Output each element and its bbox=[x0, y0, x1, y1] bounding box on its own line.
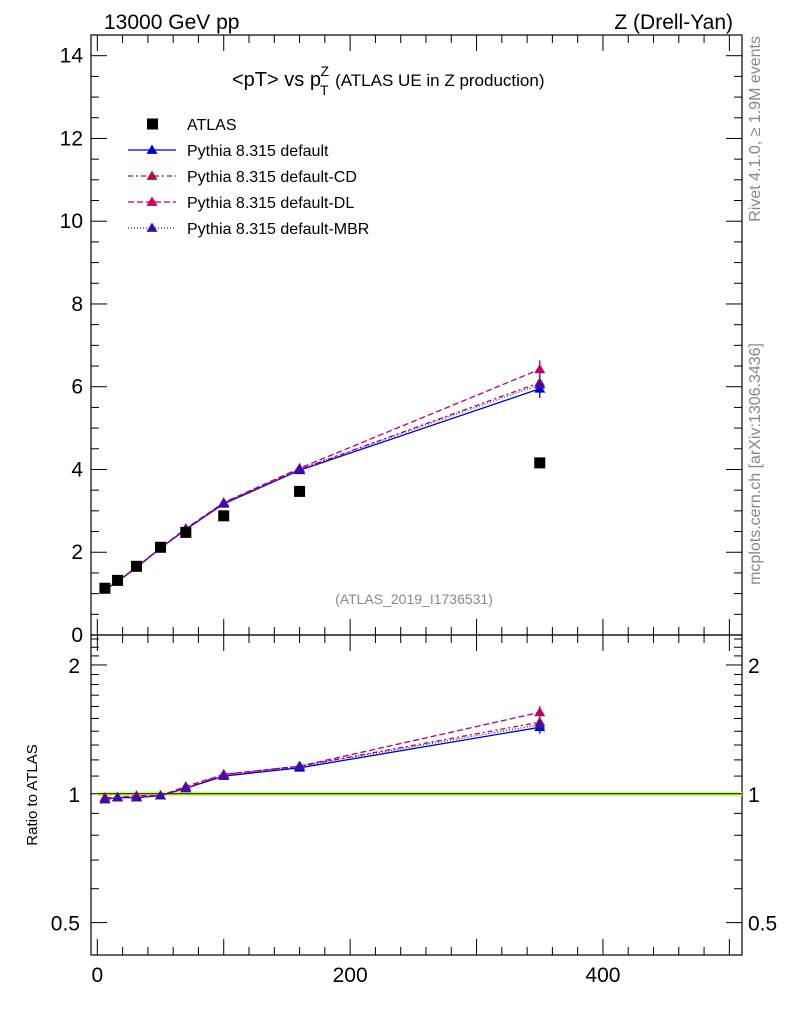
data-point bbox=[180, 526, 192, 538]
ratio-point-2 bbox=[534, 706, 546, 717]
y-tick-label: 2 bbox=[71, 541, 83, 564]
y-tick-label: 14 bbox=[60, 45, 84, 68]
data-point bbox=[112, 574, 124, 586]
ratio-tick-label-right: 1 bbox=[748, 784, 760, 807]
data-point bbox=[294, 485, 306, 497]
plot-title-rest: (ATLAS UE in Z production) bbox=[335, 71, 544, 90]
data-point bbox=[534, 457, 546, 469]
legend-marker-2 bbox=[146, 196, 158, 206]
ratio-ylabel: Ratio to ATLAS bbox=[24, 744, 41, 845]
mcplots-label: mcplots.cern.ch [arXiv:1306.3436] bbox=[747, 343, 764, 585]
ratio-tick-label-right: 0.5 bbox=[748, 913, 777, 936]
main-marks bbox=[99, 360, 546, 594]
y-tick-label: 10 bbox=[60, 210, 83, 233]
ratio-tick-label-right: 2 bbox=[748, 655, 760, 678]
legend-label-data: ATLAS bbox=[187, 117, 237, 134]
y-tick-label: 8 bbox=[71, 293, 83, 316]
series-line-2 bbox=[104, 368, 540, 590]
x-tick-label: 400 bbox=[585, 964, 620, 987]
ratio-point-3 bbox=[112, 792, 124, 802]
series-line-3 bbox=[104, 384, 540, 591]
x-tick-label: 0 bbox=[91, 964, 103, 987]
ratio-tick-label-left: 0.5 bbox=[51, 913, 80, 936]
ratio-series-line-2 bbox=[104, 711, 540, 799]
legend-marker-data bbox=[147, 118, 158, 130]
ratio-point-3 bbox=[180, 782, 192, 793]
legend-marker-3 bbox=[146, 222, 158, 232]
series-point-3 bbox=[218, 497, 230, 508]
legend-marker-0 bbox=[146, 144, 158, 154]
data-point bbox=[218, 510, 230, 522]
data-point bbox=[99, 582, 111, 594]
ratio-tick-label-left: 1 bbox=[68, 784, 80, 807]
analysis-id: (ATLAS_2019_I1736531) bbox=[335, 591, 493, 607]
series-line-0 bbox=[104, 388, 540, 591]
legend: ATLAS Pythia 8.315 default Pythia 8.315 de… bbox=[128, 117, 369, 238]
plot-title-sup: Z bbox=[321, 63, 330, 79]
legend-label-3: Pythia 8.315 default-MBR bbox=[187, 221, 369, 238]
ratio-tick-label-left: 2 bbox=[68, 655, 80, 678]
series-point-3 bbox=[294, 463, 306, 474]
x-tick-label: 200 bbox=[333, 964, 368, 987]
y-tick-label: 12 bbox=[60, 127, 83, 150]
series-point-3 bbox=[534, 379, 546, 389]
plot-title-main: <pT> vs p bbox=[232, 69, 321, 91]
ratio-series-line-0 bbox=[104, 726, 540, 801]
ratio-marks bbox=[99, 705, 546, 804]
legend-label-2: Pythia 8.315 default-DL bbox=[187, 195, 354, 212]
ratio-point-3 bbox=[155, 790, 167, 800]
data-point bbox=[131, 560, 143, 572]
series-line-1 bbox=[104, 381, 540, 591]
legend-label-1: Pythia 8.315 default-CD bbox=[187, 169, 357, 186]
ratio-point-3 bbox=[534, 719, 546, 729]
ratio-point-3 bbox=[99, 793, 111, 804]
plot-title: <pT> vs pTZ (ATLAS UE in Z production) bbox=[232, 63, 545, 98]
plot-title-sub: T bbox=[320, 82, 329, 98]
legend-label-0: Pythia 8.315 default bbox=[187, 143, 329, 160]
ratio-point-3 bbox=[131, 792, 143, 802]
y-tick-label: 0 bbox=[71, 624, 83, 647]
ratio-point-3 bbox=[218, 770, 230, 780]
rivet-label: Rivet 4.1.0, ≥ 1.9M events bbox=[747, 36, 764, 222]
header-process: Z (Drell-Yan) bbox=[614, 11, 733, 34]
y-tick-label: 4 bbox=[71, 458, 83, 481]
y-tick-label: 6 bbox=[71, 376, 83, 399]
legend-marker-1 bbox=[146, 170, 158, 180]
ratio-band bbox=[97, 791, 743, 797]
data-point bbox=[155, 541, 167, 553]
ratio-point-3 bbox=[294, 760, 306, 771]
header-energy: 13000 GeV pp bbox=[104, 11, 239, 34]
series-point-2 bbox=[534, 363, 546, 374]
ratio-series-line-1 bbox=[104, 721, 540, 801]
